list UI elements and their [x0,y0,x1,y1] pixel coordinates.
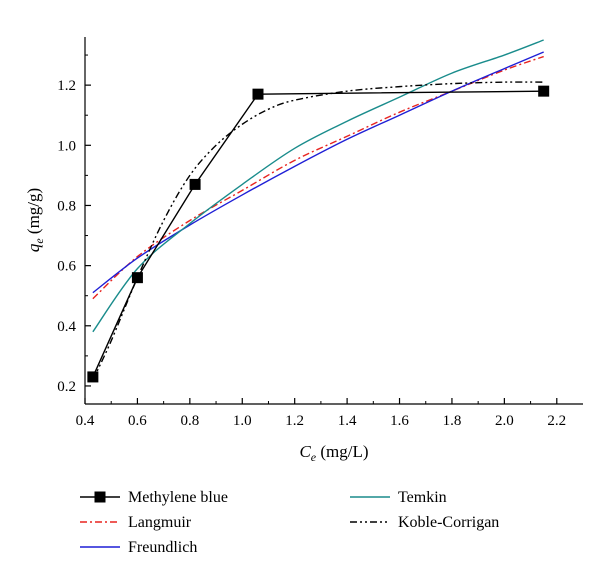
x-tick-label: 0.4 [76,413,95,429]
x-axis-title-symbol: C [299,442,311,461]
legend-item-methylene-blue: Methylene blue [80,489,228,506]
y-axis-title-unit: (mg/g) [24,188,43,239]
x-tick-label: 1.6 [390,413,409,429]
y-tick-label: 1.2 [57,78,76,94]
x-tick-label: 1.4 [338,413,357,429]
x-tick-label: 1.8 [443,413,462,429]
x-tick-label: 1.2 [285,413,304,429]
x-axis-title-unit: (mg/L) [316,442,368,461]
data-point-marker [87,371,99,383]
legend-marker [94,491,106,503]
legend-label: Temkin [398,489,447,506]
y-axis-ticks: 0.2 0.4 0.6 0.8 1.0 1.2 [57,54,91,395]
series-temkin [92,39,544,333]
data-point-marker [189,178,201,190]
series-line-methylene-blue [92,90,544,378]
y-tick-label: 0.8 [57,198,76,214]
legend-item-temkin: Temkin [350,489,447,506]
x-axis-title-subscript: e [311,450,317,464]
y-tick-label: 0.6 [57,259,76,275]
x-axis-ticks: 0.4 0.6 0.8 1.0 1.2 1.4 1.6 1.8 2.0 2.2 [76,398,566,429]
y-axis-title-symbol: q [24,243,43,252]
legend-label: Methylene blue [128,489,228,506]
plot-frame [84,37,583,405]
x-axis-title: Ce (mg/L) [299,442,368,464]
legend: Methylene blue Langmuir Freundlich Temkin Ko… [80,489,499,556]
x-tick-label: 2.0 [495,413,514,429]
y-tick-label: 0.2 [57,379,76,395]
y-tick-label: 0.4 [57,319,76,335]
legend-item-koble-corrigan: Koble-Corrigan [350,514,499,531]
series-line-freundlich [92,51,544,294]
series-line-koble-corrigan [92,81,544,381]
y-axis-title: qe (mg/g) [24,188,46,252]
series-koble-corrigan [92,81,544,381]
series-line-temkin [92,39,544,333]
series-freundlich [92,51,544,294]
x-tick-label: 0.8 [180,413,199,429]
y-tick-label: 1.0 [57,138,76,154]
y-axis-title-subscript: e [32,238,46,244]
x-tick-label: 2.2 [547,413,566,429]
series-methylene-blue [87,85,550,383]
x-tick-label: 1.0 [233,413,252,429]
legend-item-langmuir: Langmuir [80,514,192,531]
data-point-marker [538,85,550,97]
legend-label: Koble-Corrigan [398,514,499,531]
data-point-marker [252,88,264,100]
legend-item-freundlich: Freundlich [80,539,197,556]
data-point-marker [131,272,143,284]
legend-label: Langmuir [128,514,192,531]
x-tick-label: 0.6 [128,413,147,429]
series-layer [87,39,550,383]
legend-label: Freundlich [128,539,197,556]
